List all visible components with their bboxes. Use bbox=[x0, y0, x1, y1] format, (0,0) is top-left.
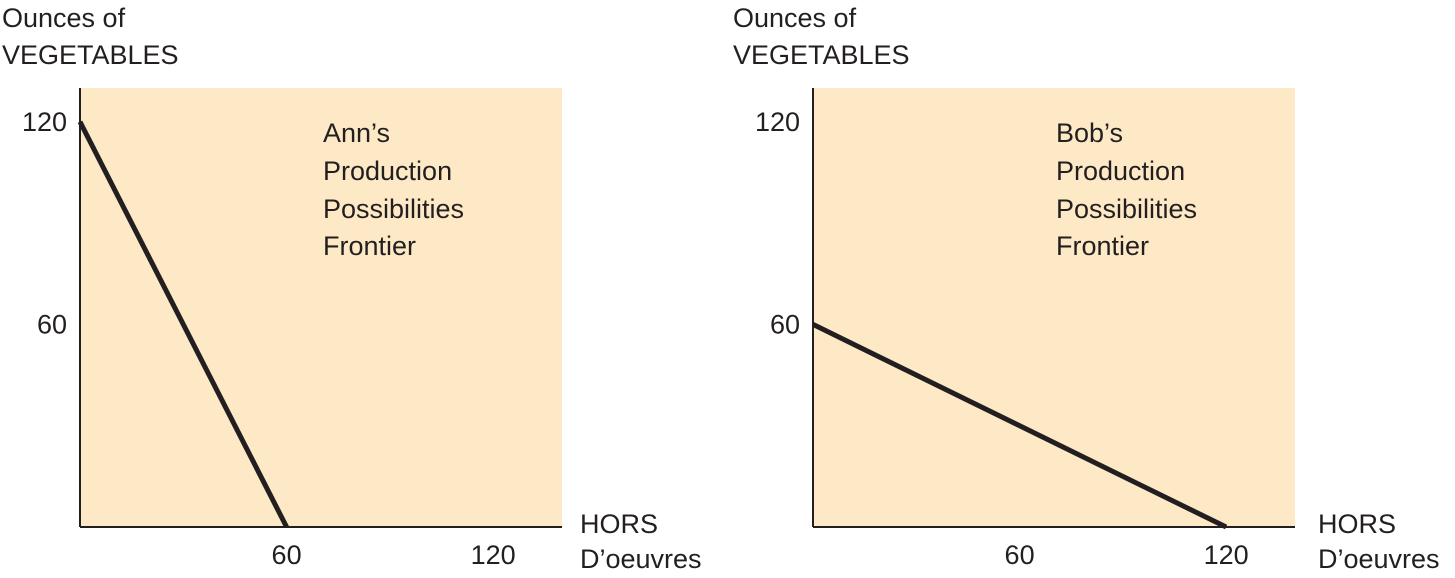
ann-plot-area bbox=[80, 88, 562, 527]
bob-annotation-line-3: Possibilities bbox=[1056, 194, 1197, 224]
ann-y-axis-label-line-2: VEGETABLES bbox=[2, 40, 179, 70]
ann-annotation-line-3: Possibilities bbox=[323, 194, 464, 224]
ann-y-axis-label-line-1: Ounces of bbox=[2, 3, 126, 33]
ann-annotation-line-2: Production bbox=[323, 156, 452, 186]
ann-y-tick-label: 120 bbox=[22, 107, 67, 137]
bob-chart: Ounces of VEGETABLES 60 120 60 120 HORS … bbox=[733, 3, 1440, 574]
bob-y-tick-label: 120 bbox=[755, 107, 800, 137]
ann-x-axis-label-line-1: HORS bbox=[580, 509, 658, 539]
bob-x-axis-label-line-2: D’oeuvres bbox=[1318, 544, 1440, 574]
bob-ppf-line bbox=[811, 322, 1228, 530]
ann-x-tick-label: 60 bbox=[272, 540, 302, 570]
ann-x-axis-label-line-2: D’oeuvres bbox=[580, 544, 702, 574]
ann-annotation-line-4: Frontier bbox=[323, 231, 416, 261]
bob-y-axis-label-line-2: VEGETABLES bbox=[733, 40, 910, 70]
bob-annotation-line-4: Frontier bbox=[1056, 231, 1149, 261]
bob-y-axis-label-line-1: Ounces of bbox=[733, 3, 857, 33]
bob-annotation-line-2: Production bbox=[1056, 156, 1185, 186]
ann-x-tick-label: 120 bbox=[471, 540, 516, 570]
ann-annotation-line-1: Ann’s bbox=[323, 118, 390, 148]
ann-y-tick-label: 60 bbox=[37, 309, 67, 339]
bob-x-axis-label-line-1: HORS bbox=[1318, 509, 1396, 539]
bob-x-tick-label: 120 bbox=[1204, 540, 1249, 570]
bob-annotation-line-1: Bob’s bbox=[1056, 118, 1123, 148]
bob-y-tick-label: 60 bbox=[770, 309, 800, 339]
bob-plot-area bbox=[813, 88, 1295, 527]
ann-chart: Ounces of VEGETABLES 60 120 60 120 HORS … bbox=[2, 3, 702, 574]
bob-x-tick-label: 60 bbox=[1005, 540, 1035, 570]
ann-ppf-line bbox=[77, 120, 289, 529]
